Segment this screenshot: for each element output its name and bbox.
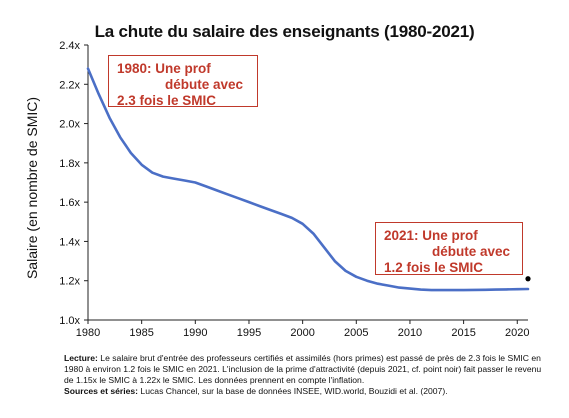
y-tick-label: 2.0x (59, 119, 80, 131)
y-axis-label: Salaire (en nombre de SMIC) (24, 97, 40, 279)
caption-lecture-label: Lecture: (64, 353, 98, 363)
y-tick-label: 2.4x (59, 40, 80, 52)
annotation-2021: 2021: Une prof débute avec 1.2 fois le S… (375, 222, 523, 275)
x-tick-label: 1995 (237, 327, 261, 339)
caption-lecture-text: Le salaire brut d'entrée des professeurs… (64, 353, 542, 385)
highlight-point (525, 276, 531, 282)
y-tick-label: 1.2x (59, 276, 80, 288)
chart-caption: Lecture: Le salaire brut d'entrée des pr… (64, 353, 546, 397)
caption-sources-label: Sources et séries: (64, 386, 139, 396)
y-tick-label: 1.6x (59, 197, 80, 209)
y-tick-label: 1.4x (59, 236, 80, 248)
series-line-0 (86, 67, 530, 292)
x-tick-label: 1985 (129, 327, 153, 339)
annotation-1980-line-3: 2.3 fois le SMIC (117, 93, 217, 108)
x-tick-label: 1990 (183, 327, 207, 339)
x-tick-label: 2005 (344, 327, 368, 339)
annotation-1980-line-2: débute avec (165, 77, 244, 92)
caption-sources-text: Lucas Chancel, sur la base de données IN… (138, 386, 448, 396)
annotation-1980-line-1: 1980: Une prof (117, 61, 211, 76)
x-tick-label: 2020 (505, 327, 529, 339)
chart-title: La chute du salaire des enseignants (198… (94, 22, 475, 41)
annotation-2021-line-3: 1.2 fois le SMIC (384, 260, 484, 275)
x-tick-label: 1980 (76, 327, 100, 339)
annotation-1980: 1980: Une prof débute avec 2.3 fois le S… (108, 55, 258, 108)
annotation-2021-line-1: 2021: Une prof (384, 228, 478, 243)
y-tick-label: 1.8x (59, 158, 80, 170)
x-tick-label: 2010 (398, 327, 422, 339)
y-tick-label: 2.2x (59, 79, 80, 91)
x-tick-label: 2000 (290, 327, 314, 339)
x-tick-label: 2015 (451, 327, 475, 339)
y-tick-label: 1.0x (59, 315, 80, 327)
annotation-2021-line-2: débute avec (432, 244, 511, 259)
